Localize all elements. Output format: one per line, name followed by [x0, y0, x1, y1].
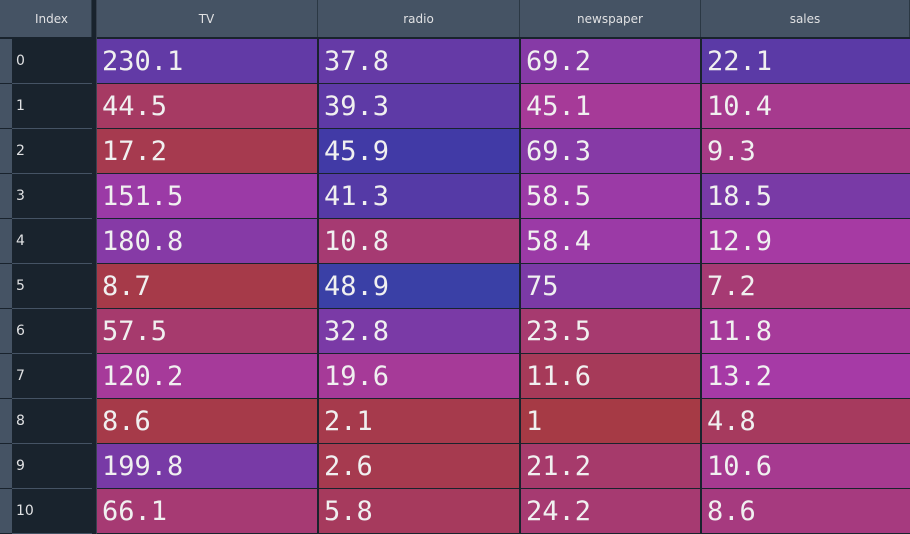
cell-tv[interactable]: 44.5: [97, 84, 317, 128]
cell-radio[interactable]: 32.8: [319, 309, 519, 353]
cell-radio[interactable]: 2.1: [319, 399, 519, 443]
cell-tv[interactable]: 180.8: [97, 219, 317, 263]
cell-tv[interactable]: 8.6: [97, 399, 317, 443]
cell-sales[interactable]: 9.3: [702, 129, 910, 173]
cell-radio[interactable]: 48.9: [319, 264, 519, 308]
cell-newspaper[interactable]: 21.2: [521, 444, 700, 488]
cell-sales[interactable]: 10.6: [702, 444, 910, 488]
row-index[interactable]: 2: [12, 129, 92, 174]
column-header-newspaper[interactable]: newspaper: [520, 0, 701, 37]
cell-sales[interactable]: 8.6: [702, 489, 910, 533]
cell-radio[interactable]: 5.8: [319, 489, 519, 533]
cell-newspaper[interactable]: 23.5: [521, 309, 700, 353]
column-header-radio[interactable]: radio: [318, 0, 520, 37]
cell-newspaper[interactable]: 11.6: [521, 354, 700, 398]
row-index[interactable]: 10: [12, 489, 92, 534]
row-index[interactable]: 6: [12, 309, 92, 354]
cell-sales[interactable]: 18.5: [702, 174, 910, 218]
column-header-sales[interactable]: sales: [701, 0, 910, 37]
cell-tv[interactable]: 66.1: [97, 489, 317, 533]
cell-sales[interactable]: 7.2: [702, 264, 910, 308]
cell-radio[interactable]: 10.8: [319, 219, 519, 263]
cell-radio[interactable]: 41.3: [319, 174, 519, 218]
index-header[interactable]: Index: [12, 0, 92, 37]
column-header-tv[interactable]: TV: [96, 0, 318, 37]
row-index[interactable]: 0: [12, 39, 92, 84]
index-separator[interactable]: [92, 0, 97, 534]
cell-tv[interactable]: 17.2: [97, 129, 317, 173]
row-index[interactable]: 4: [12, 219, 92, 264]
row-index[interactable]: 7: [12, 354, 92, 399]
cell-sales[interactable]: 13.2: [702, 354, 910, 398]
cell-tv[interactable]: 230.1: [97, 39, 317, 83]
cell-sales[interactable]: 10.4: [702, 84, 910, 128]
cell-newspaper[interactable]: 69.2: [521, 39, 700, 83]
cell-newspaper[interactable]: 1: [521, 399, 700, 443]
row-header-strip: [0, 0, 12, 534]
row-index[interactable]: 3: [12, 174, 92, 219]
cell-radio[interactable]: 2.6: [319, 444, 519, 488]
cell-radio[interactable]: 39.3: [319, 84, 519, 128]
row-index[interactable]: 9: [12, 444, 92, 489]
row-index[interactable]: 8: [12, 399, 92, 444]
cell-tv[interactable]: 120.2: [97, 354, 317, 398]
cell-sales[interactable]: 11.8: [702, 309, 910, 353]
cell-radio[interactable]: 45.9: [319, 129, 519, 173]
cell-sales[interactable]: 4.8: [702, 399, 910, 443]
cell-radio[interactable]: 19.6: [319, 354, 519, 398]
cell-sales[interactable]: 22.1: [702, 39, 910, 83]
cell-tv[interactable]: 8.7: [97, 264, 317, 308]
cell-newspaper[interactable]: 45.1: [521, 84, 700, 128]
cell-newspaper[interactable]: 24.2: [521, 489, 700, 533]
cell-sales[interactable]: 12.9: [702, 219, 910, 263]
cell-newspaper[interactable]: 58.4: [521, 219, 700, 263]
row-index[interactable]: 1: [12, 84, 92, 129]
row-index[interactable]: 5: [12, 264, 92, 309]
header-divider: [0, 37, 910, 39]
cell-tv[interactable]: 57.5: [97, 309, 317, 353]
cell-newspaper[interactable]: 58.5: [521, 174, 700, 218]
cell-newspaper[interactable]: 75: [521, 264, 700, 308]
cell-newspaper[interactable]: 69.3: [521, 129, 700, 173]
cell-radio[interactable]: 37.8: [319, 39, 519, 83]
cell-tv[interactable]: 151.5: [97, 174, 317, 218]
cell-tv[interactable]: 199.8: [97, 444, 317, 488]
